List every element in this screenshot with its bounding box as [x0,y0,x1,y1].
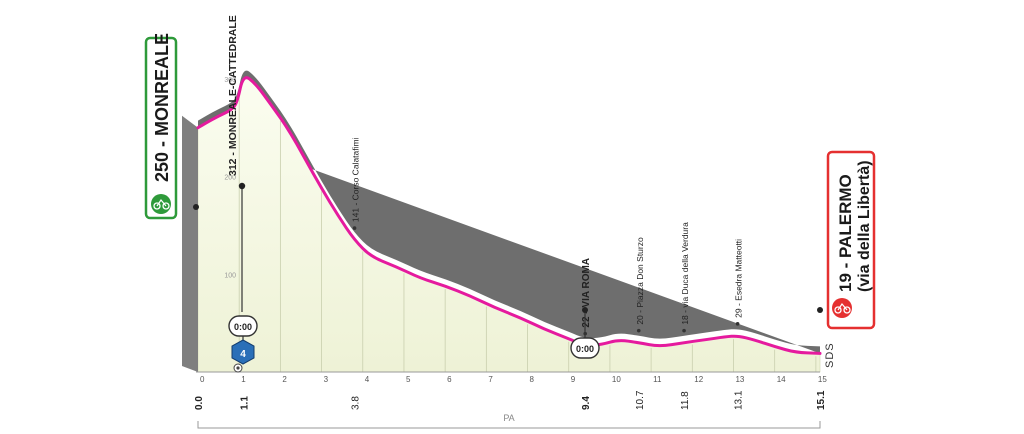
pa-label: PA [503,413,514,423]
waypoint-dot [735,322,740,326]
x-tick-label: 5 [406,375,411,384]
y-tick-label: 100 [224,272,236,279]
x-tick-label: 12 [694,375,703,384]
finish-label-line2: (via della Libertà) [856,160,873,292]
x-tick-label: 13 [735,375,744,384]
km-label: 10.7 [635,390,646,410]
route-line [196,76,822,355]
x-tick-label: 3 [324,375,329,384]
summit-label: 312 - MONREALE-CATTEDRALE [227,15,239,176]
sds-label: SDS [824,342,836,368]
x-tick-label: 15 [818,375,827,384]
x-tick-label: 14 [777,375,786,384]
timecheck-1: 0:00 [228,315,258,342]
gpm-category-badge: 4 [231,339,255,365]
km-label: 11.8 [680,391,691,410]
x-tick-label: 2 [282,375,287,384]
waypoint-label: 18 - via Duca della Verdura [680,222,690,325]
waypoint-dot [636,328,641,333]
x-tick-label: 9 [571,375,576,384]
x-tick-label: 6 [447,375,452,384]
km-labels: 0.0 1.1 3.8 9.4 10.7 11.8 13.1 15.1 [194,390,827,410]
x-tick-label: 0 [200,375,205,384]
km-label: 9.4 [581,396,592,410]
timecheck-2-label: 0:00 [576,344,594,354]
waypoint-label: 22 - VIA ROMA [581,258,592,328]
finish-bike-icon [834,306,842,314]
start-dot [193,204,199,210]
waypoint-label: 20 - Piazza Don Sturzo [635,237,645,325]
finish-label-line1: 19 - PALERMO [836,174,855,292]
y-tick-label: 200 [224,175,236,182]
waypoint-dot [682,328,686,333]
x-tick-label: 11 [653,375,662,384]
y-tick-label: 300 [224,77,236,84]
y-ticks: 100 200 300 [224,77,236,279]
start-label: 250 - MONREALE [152,33,172,182]
pa-bracket [197,421,821,429]
x-tick-label: 10 [612,375,621,384]
waypoint-label: 29 - Esedra Matteotti [734,239,744,318]
x-tick-label: 8 [530,375,535,384]
timecheck-2: 0:00 [570,307,600,359]
finish-badge: 19 - PALERMO (via della Libertà) [826,150,876,330]
km-label: 0.0 [194,396,205,410]
x-ticks: 0 1 2 3 4 5 6 7 8 9 10 11 12 13 14 15 [200,375,827,384]
start-cliff [182,115,198,372]
waypoint-label: 141 - Corso Calatafimi [351,137,361,222]
waypoint-dot [352,226,357,230]
summit-dot [238,182,246,190]
bike-icon [153,202,161,210]
x-tick-label: 4 [365,375,370,384]
x-tick-label: 1 [241,375,246,384]
km-label: 1.1 [239,396,250,410]
timecheck-1-label: 0:00 [234,322,252,332]
gpm-category-label: 4 [240,349,246,360]
km-label: 3.8 [351,396,362,410]
x-tick-label: 7 [488,375,493,384]
km-grid [238,96,817,372]
start-badge: 250 - MONREALE [144,33,178,220]
waypoints: 141 - Corso Calatafimi 22 - VIA ROMA 20 - … [351,137,744,336]
finish-dot [817,307,823,313]
km-label: 13.1 [734,390,745,410]
km-label: 15.1 [816,390,827,410]
